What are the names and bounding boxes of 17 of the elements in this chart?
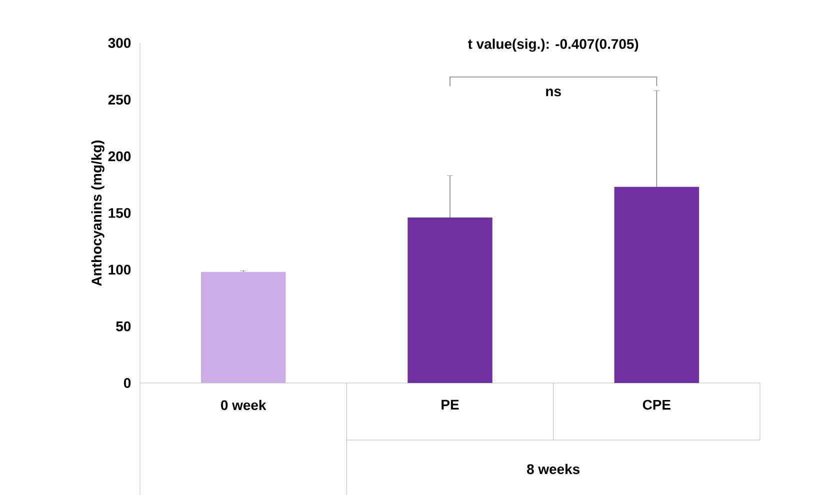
annotation: t value(sig.): -0.407(0.705) [468,38,638,52]
y-tick-label: 100 [108,264,131,275]
x-tick-label: 0 week [221,400,266,410]
text: 8 weeks [527,464,580,474]
annotation: ns [546,88,561,96]
x-tick-label: PE [442,400,459,410]
y-axis-title: Anthocyanins (mg/kg) [91,140,104,286]
bar [408,218,492,383]
y-tick-label: 0 [124,378,131,388]
y-tick-label: 200 [108,151,131,162]
y-tick-label: 150 [108,208,131,218]
y-tick-label: 300 [108,38,131,48]
y-tick-label: 250 [108,94,131,105]
x-tick-label: CPE [642,400,670,410]
bar [200,272,286,383]
bar [614,186,700,383]
y-tick-label: 50 [116,321,131,332]
